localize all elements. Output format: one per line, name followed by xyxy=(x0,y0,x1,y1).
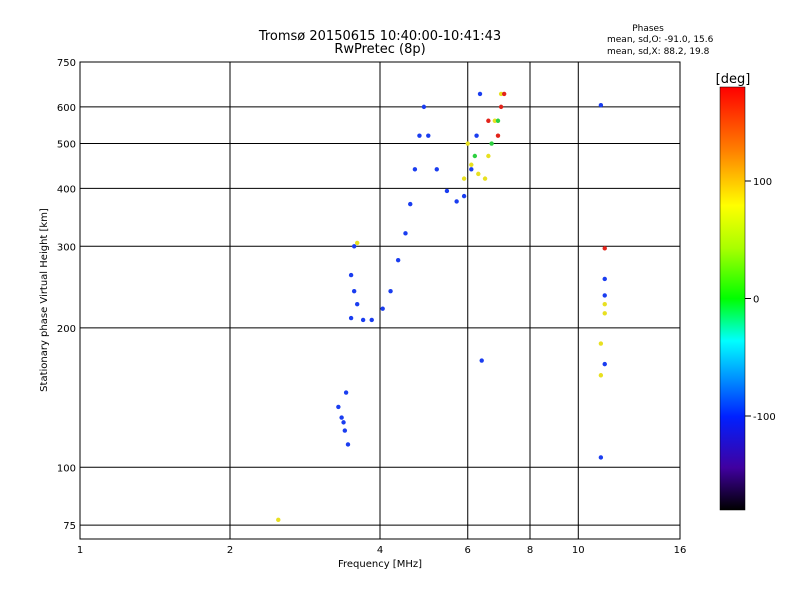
data-point xyxy=(469,167,474,172)
data-point xyxy=(354,240,360,246)
colorbar-ticks: 100 0 -100 xyxy=(745,177,776,423)
chart-title: Tromsø 20150615 10:40:00-10:41:43 xyxy=(258,29,501,44)
data-point xyxy=(403,231,408,236)
y-tick-label: 600 xyxy=(57,103,76,114)
data-point xyxy=(495,118,501,123)
y-tick-label: 500 xyxy=(57,140,76,151)
data-point xyxy=(495,133,501,138)
data-point xyxy=(342,428,348,433)
data-point xyxy=(339,415,344,420)
y-tick-label: 400 xyxy=(57,184,76,195)
y-axis-label: Stationary phase Virtual Height [km] xyxy=(39,208,50,392)
data-point xyxy=(501,91,507,97)
colorbar-tick-label: 100 xyxy=(753,177,772,188)
plot-grid xyxy=(79,61,681,539)
y-tick-label: 200 xyxy=(57,324,76,335)
data-point xyxy=(360,317,366,323)
data-point xyxy=(343,390,349,395)
data-point xyxy=(341,420,346,425)
data-point xyxy=(348,315,354,321)
phase-stats-x: mean, sd,X: 88.2, 19.8 xyxy=(607,47,710,57)
data-point xyxy=(434,167,439,172)
data-point xyxy=(602,301,607,307)
x-tick-label: 1 xyxy=(77,545,83,556)
data-point xyxy=(408,201,413,207)
data-point xyxy=(598,103,604,108)
data-point xyxy=(351,288,357,294)
data-point xyxy=(426,133,431,138)
data-point xyxy=(486,118,491,123)
plot-frame xyxy=(79,61,681,540)
colorbar-tick-label: -100 xyxy=(753,412,776,423)
y-tick-label: 75 xyxy=(63,521,76,532)
data-point xyxy=(602,246,607,251)
data-point xyxy=(380,306,385,311)
data-point xyxy=(412,167,418,172)
x-tick-label: 4 xyxy=(377,545,383,556)
data-point xyxy=(395,257,401,263)
data-point xyxy=(351,244,357,249)
phase-header: Phases xyxy=(632,24,664,34)
data-point xyxy=(336,404,341,410)
data-point xyxy=(479,358,484,363)
x-tick-label: 6 xyxy=(465,545,471,556)
data-point xyxy=(492,118,498,123)
data-point xyxy=(602,311,607,316)
x-axis-ticks: 1 2 4 6 8 10 16 xyxy=(77,545,687,556)
x-tick-label: 8 xyxy=(527,545,533,556)
data-point xyxy=(417,133,422,138)
y-tick-label: 100 xyxy=(57,463,76,474)
data-point xyxy=(461,193,467,199)
data-point xyxy=(602,361,607,367)
data-point xyxy=(498,104,504,110)
data-point xyxy=(489,141,494,146)
data-point xyxy=(461,176,467,181)
data-point xyxy=(444,188,450,194)
data-point xyxy=(474,133,479,138)
y-tick-label: 300 xyxy=(57,242,76,253)
data-point xyxy=(369,317,374,323)
x-tick-label: 2 xyxy=(227,545,233,556)
data-point xyxy=(482,176,488,181)
data-point xyxy=(598,341,604,346)
data-point xyxy=(276,517,281,523)
data-point xyxy=(472,153,478,159)
data-point xyxy=(465,141,470,146)
data-point xyxy=(454,199,459,204)
data-point xyxy=(602,293,607,298)
data-point xyxy=(598,455,604,460)
x-tick-label: 10 xyxy=(572,545,585,556)
data-point xyxy=(354,301,360,307)
data-point xyxy=(486,153,491,159)
phase-stats-o: mean, sd,O: -91.0, 15.6 xyxy=(607,35,714,45)
data-point xyxy=(421,104,427,110)
data-point xyxy=(345,442,351,447)
y-axis-ticks: 75 100 200 300 400 500 600 750 xyxy=(57,58,76,532)
plot-points xyxy=(276,91,607,523)
data-point xyxy=(602,276,607,282)
y-tick-label: 750 xyxy=(57,58,76,69)
data-point xyxy=(476,171,481,177)
data-point xyxy=(388,288,393,294)
colorbar xyxy=(719,86,746,511)
colorbar-label: [deg] xyxy=(716,72,751,87)
data-point xyxy=(348,272,354,278)
data-point xyxy=(498,91,504,97)
colorbar-tick-label: 0 xyxy=(753,295,759,306)
x-tick-label: 16 xyxy=(674,545,687,556)
data-point xyxy=(477,91,483,97)
chart-subtitle: RwPretec (8p) xyxy=(334,42,425,57)
data-point xyxy=(598,373,604,378)
x-axis-label: Frequency [MHz] xyxy=(338,559,422,570)
data-point xyxy=(469,162,474,167)
